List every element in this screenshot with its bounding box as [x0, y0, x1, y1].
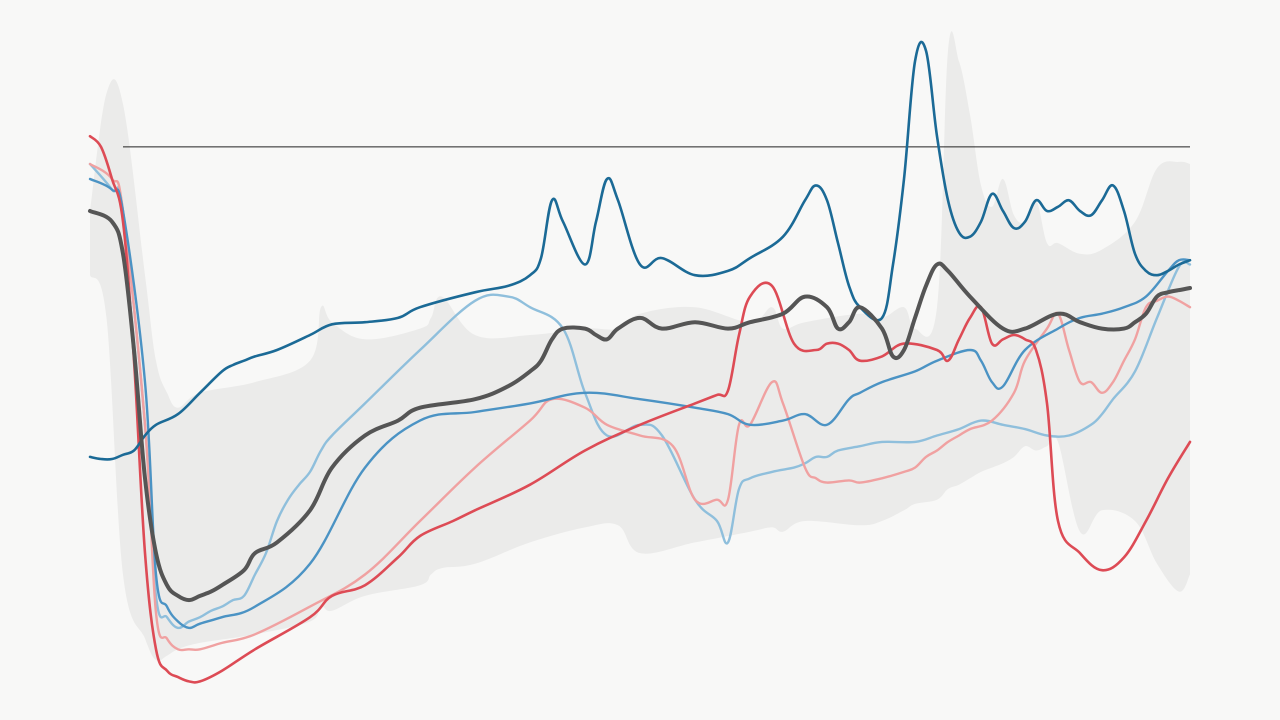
series-line-mid-blue	[88, 177, 1192, 630]
series-line-gray	[88, 209, 1192, 603]
series-line-pink	[88, 162, 1192, 652]
range-band	[90, 31, 1190, 661]
series-layer	[88, 40, 1192, 684]
series-line-dark-blue	[88, 40, 1192, 461]
series-line-red	[88, 134, 1192, 684]
range-band-layer	[90, 31, 1190, 661]
series-line-light-blue	[88, 162, 1192, 630]
